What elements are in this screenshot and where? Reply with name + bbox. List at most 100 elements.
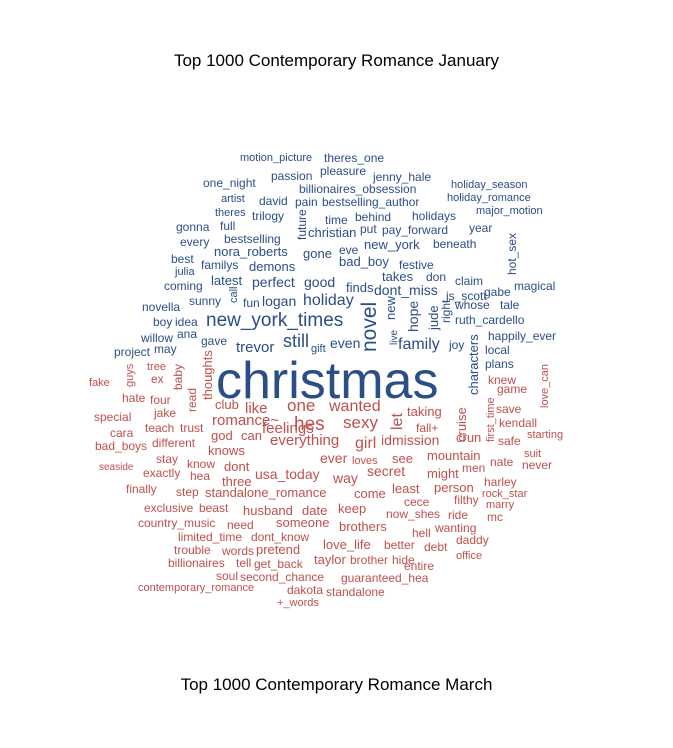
word-january-60: bestselling_author — [322, 195, 419, 209]
word-january-54: gonna — [176, 220, 210, 234]
word-march-156: guys — [124, 363, 136, 387]
word-january-44: idea — [175, 315, 198, 329]
word-march-105: game — [497, 382, 527, 396]
word-january-34: plans — [485, 357, 514, 371]
word-march-144: dont — [224, 459, 250, 474]
word-march-86: one — [287, 396, 315, 415]
word-march-126: see — [392, 451, 413, 466]
chart-title-bottom: Top 1000 Contemporary Romance March — [180, 675, 493, 694]
word-january-82: holiday_romance — [447, 192, 531, 204]
word-march-177: country_music — [138, 516, 215, 530]
word-march-160: special — [94, 410, 131, 424]
word-march-168: exactly — [143, 466, 180, 480]
word-january-13: perfect — [252, 274, 295, 290]
word-january-21: nora_roberts — [214, 244, 288, 259]
word-january-73: artist — [221, 193, 245, 205]
word-march-179: someone — [276, 515, 329, 530]
word-march-94: girl — [355, 435, 376, 452]
word-march-159: jake — [153, 406, 176, 420]
word-march-96: mission — [392, 432, 439, 448]
word-march-187: tell — [236, 556, 251, 570]
word-march-101: crun — [456, 430, 481, 445]
word-march-178: need — [227, 518, 254, 532]
word-january-59: pain — [295, 195, 318, 209]
word-march-112: nate — [490, 455, 514, 469]
word-january-41: project — [114, 345, 151, 359]
word-march-190: brother — [350, 553, 388, 567]
word-march-165: bad_boys — [95, 439, 147, 453]
word-january-79: motion_picture — [240, 152, 312, 164]
word-january-27: claim — [455, 274, 483, 288]
word-march-109: safe — [498, 434, 521, 448]
chart-title-top: Top 1000 Contemporary Romance January — [173, 51, 500, 70]
word-january-38: gave — [201, 334, 227, 348]
word-january-55: full — [220, 219, 235, 233]
word-january-14: good — [304, 274, 335, 290]
word-march-92: feelings — [262, 420, 314, 437]
word-january-9: new — [383, 296, 398, 320]
word-march-137: keep — [338, 501, 366, 516]
word-january-25: takes — [382, 269, 414, 284]
word-march-116: marry — [486, 499, 515, 511]
word-march-147: god — [211, 428, 233, 443]
word-january-36: right — [439, 299, 453, 323]
word-march-170: finally — [126, 482, 157, 496]
word-january-71: magical — [514, 279, 555, 293]
word-march-138: come — [354, 486, 386, 501]
word-march-143: three — [222, 474, 252, 489]
word-january-19: festive — [399, 258, 434, 272]
word-january-22: bestselling — [224, 232, 281, 246]
word-march-182: trouble — [174, 543, 211, 557]
word-january-33: local — [485, 343, 510, 357]
word-march-135: better — [384, 538, 415, 552]
word-march-181: dont_know — [251, 530, 309, 544]
word-march-123: mountain — [427, 448, 480, 463]
word-march-130: now_shes — [386, 507, 440, 521]
word-january-42: willow — [140, 331, 173, 345]
word-march-103: knew — [488, 373, 516, 387]
word-march-158: hate — [122, 391, 146, 405]
word-march-93: everything — [270, 432, 339, 449]
word-january-35: joy — [448, 338, 464, 352]
word-january-75: passion — [271, 169, 312, 183]
word-january-2: novel — [358, 302, 381, 352]
word-march-166: stay — [156, 452, 178, 466]
word-march-196: standalone — [326, 585, 385, 599]
word-march-131: hell — [412, 526, 431, 540]
word-january-77: jenny_hale — [372, 170, 431, 184]
word-january-16: latest — [211, 273, 242, 288]
word-march-114: harley — [484, 475, 517, 489]
word-january-52: julia — [174, 266, 195, 278]
word-march-117: mc — [487, 510, 503, 524]
word-march-91: romance~ — [212, 412, 279, 429]
word-march-145: know — [187, 457, 215, 471]
word-january-6: still — [283, 331, 309, 351]
word-march-108: starting — [527, 429, 563, 441]
word-march-132: debt — [424, 540, 448, 554]
word-january-5: trevor — [236, 339, 274, 356]
word-january-1: new_york_times — [206, 310, 343, 331]
word-january-84: live — [389, 330, 400, 345]
word-march-162: trust — [180, 421, 204, 435]
word-january-11: jude — [426, 305, 441, 331]
word-march-169: hea — [190, 469, 210, 483]
word-january-3: holiday — [303, 292, 354, 309]
word-march-186: billionaires — [168, 556, 225, 570]
word-march-148: can — [241, 428, 262, 443]
word-january-49: coming — [164, 279, 203, 293]
word-march-98: taking — [407, 404, 442, 419]
word-january-57: trilogy — [252, 209, 284, 223]
word-march-110: suit — [524, 448, 541, 460]
word-march-161: teach — [145, 421, 174, 435]
word-january-31: tale — [500, 298, 520, 312]
word-march-133: entire — [404, 559, 434, 573]
word-march-189: taylor — [314, 552, 346, 567]
word-january-40: may — [154, 342, 177, 356]
word-march-175: husband — [243, 503, 293, 518]
word-march-193: guaranteed_hea — [341, 571, 429, 585]
word-january-12: logan — [262, 293, 296, 309]
word-january-4: family — [398, 336, 440, 353]
word-march-95: id — [381, 432, 392, 448]
word-january-83: major_motion — [476, 205, 543, 217]
word-march-174: beast — [199, 501, 229, 515]
